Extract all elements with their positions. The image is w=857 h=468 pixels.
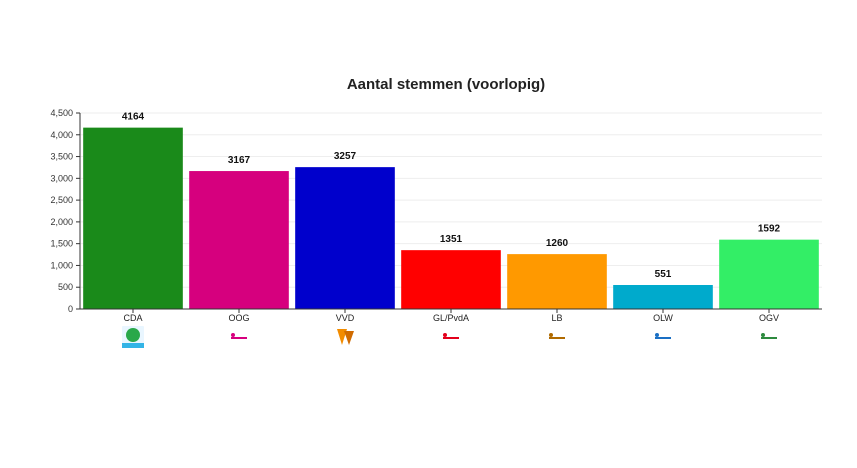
- chart-title: Aantal stemmen (voorlopig): [347, 76, 545, 93]
- y-axis-ticks: 0 500 1,000 1,500 2,000 2,500 3,000 3,500 4,000 4…: [50, 108, 80, 314]
- bar-ogv: [719, 239, 819, 309]
- x-tick-label: OGV: [759, 313, 779, 323]
- bar-cda: [83, 127, 183, 309]
- x-tick-label: LB: [551, 313, 562, 323]
- data-label: 1592: [758, 224, 781, 235]
- ogv-logo: [760, 332, 778, 341]
- y-tick-label: 3,500: [50, 152, 73, 162]
- bar-vvd: [295, 167, 395, 309]
- gl-pvda-logo: [442, 332, 460, 341]
- y-tick-label: 2,500: [50, 195, 73, 205]
- bar-lb: [507, 254, 607, 309]
- vvd-logo: [337, 329, 354, 345]
- x-tick-label: OOG: [228, 313, 249, 323]
- olw-logo: [654, 332, 672, 341]
- y-tick-label: 4,000: [50, 130, 73, 140]
- lb-logo: [548, 332, 566, 341]
- bars: [83, 127, 819, 309]
- category-labels: CDA OOG VVD GL/PvdA LB OLW OGV: [123, 309, 779, 323]
- x-tick-label: OLW: [653, 313, 673, 323]
- bar-olw: [613, 285, 713, 309]
- y-tick-label: 2,000: [50, 217, 73, 227]
- data-labels: 4164 3167 3257 1351 1260 551 1592: [122, 112, 781, 280]
- bar-gl-pvda: [401, 250, 501, 309]
- data-label: 1260: [546, 238, 569, 249]
- y-tick-label: 3,000: [50, 173, 73, 183]
- y-tick-label: 1,500: [50, 239, 73, 249]
- party-logos: [122, 326, 778, 348]
- data-label: 1351: [440, 234, 463, 245]
- x-tick-label: VVD: [336, 313, 355, 323]
- data-label: 3167: [228, 155, 251, 166]
- data-label: 4164: [122, 112, 145, 123]
- x-tick-label: GL/PvdA: [433, 313, 469, 323]
- y-tick-label: 0: [68, 304, 73, 314]
- cda-logo: [122, 326, 144, 348]
- bar-oog: [189, 171, 289, 309]
- oog-logo: [230, 332, 248, 341]
- y-tick-label: 1,000: [50, 260, 73, 270]
- y-tick-label: 500: [58, 282, 73, 292]
- x-tick-label: CDA: [123, 313, 142, 323]
- y-tick-label: 4,500: [50, 108, 73, 118]
- data-label: 3257: [334, 151, 357, 162]
- data-label: 551: [655, 269, 672, 280]
